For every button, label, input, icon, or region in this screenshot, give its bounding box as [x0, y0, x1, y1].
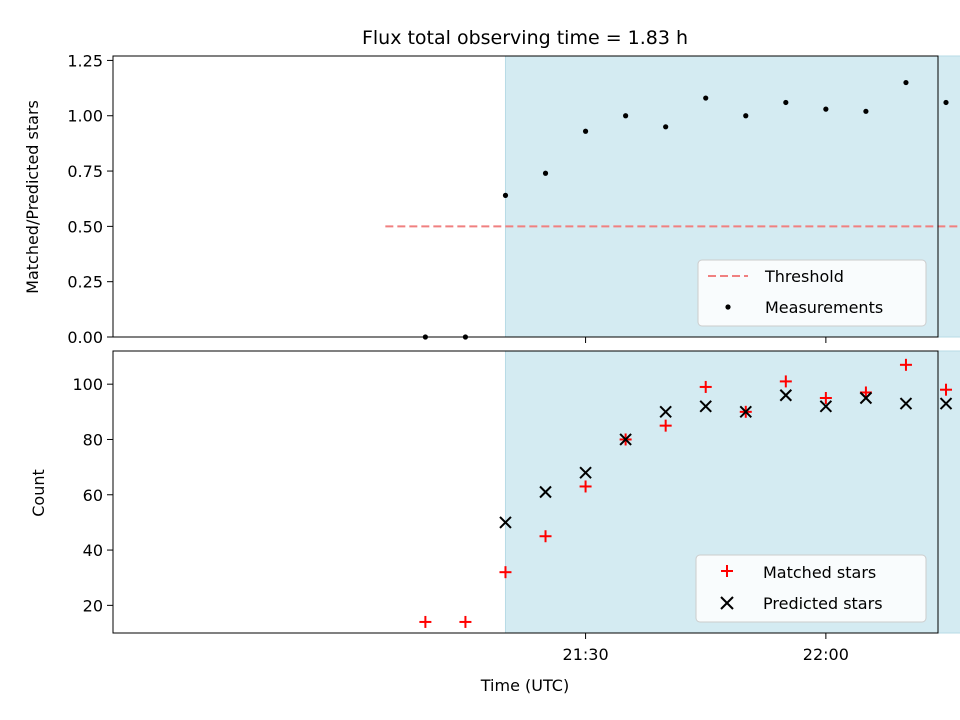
top-plot-frame [112, 55, 939, 338]
predicted-star-point [779, 389, 793, 402]
matched-star-point [940, 383, 953, 396]
predicted-star-point [699, 400, 712, 413]
matched-star-point [859, 386, 872, 399]
predicted-star-point [659, 405, 672, 419]
top-legend: Threshold Measurements [697, 259, 927, 327]
bottom-legend: Matched stars Predicted stars [695, 554, 927, 623]
measurement-point [903, 79, 909, 86]
predicted-star-point [579, 466, 592, 479]
matched-star-point [659, 419, 672, 432]
predicted-star-point [739, 405, 752, 419]
predicted-star-point [939, 397, 953, 410]
chart-title: Flux total observing time = 1.83 h [362, 27, 688, 49]
y-tick-label: 0.50 [67, 217, 103, 236]
matched-star-point [779, 375, 792, 388]
measurement-point [582, 128, 589, 134]
matched-star-point [899, 358, 912, 371]
legend-measurements-label: Measurements [765, 298, 883, 317]
matched-star-point [579, 480, 592, 493]
matched-star-point [419, 615, 432, 628]
matched-star-point [539, 530, 552, 543]
matched-star-point [819, 392, 832, 404]
predicted-star-point [899, 397, 913, 410]
y-tick-label: 1.00 [67, 107, 103, 126]
measurement-point [943, 99, 949, 106]
x-tick-label: 21:30 [563, 645, 609, 664]
y-tick-label: 20 [83, 596, 103, 615]
legend-matched-label: Matched stars [763, 563, 876, 582]
measurement-point [863, 108, 869, 114]
y-tick-label: 40 [83, 541, 103, 560]
measurement-point [663, 124, 669, 130]
measurement-point [823, 106, 829, 112]
predicted-star-point [539, 485, 552, 499]
y-tick-label: 0.00 [67, 328, 103, 347]
y-tick-label: 0.75 [67, 162, 103, 181]
predicted-star-point [859, 391, 873, 405]
y-tick-label: 80 [83, 430, 103, 449]
measurement-point [542, 170, 549, 176]
bottom-plot-frame [112, 350, 939, 634]
top-ylabel: Matched/Predicted stars [23, 100, 42, 294]
top-legend-box [697, 259, 927, 327]
measurement-point [502, 192, 509, 198]
x-axis-label: Time (UTC) [480, 676, 569, 695]
legend-measurements-swatch [725, 304, 731, 310]
y-tick-label: 1.25 [67, 51, 103, 70]
matched-star-point [499, 566, 512, 579]
predicted-star-point [619, 433, 632, 446]
y-tick-label: 100 [72, 375, 103, 394]
x-tick-label: 22:00 [803, 645, 849, 664]
matched-star-point [459, 615, 472, 628]
matched-star-point [699, 380, 712, 393]
legend-predicted-swatch [720, 596, 734, 610]
legend-predicted-label: Predicted stars [763, 594, 883, 613]
predicted-star-point [499, 516, 512, 529]
measurement-point [623, 113, 629, 119]
measurement-point [783, 99, 789, 106]
y-tick-label: 0.25 [67, 273, 103, 292]
bottom-ylabel: Count [29, 469, 48, 517]
bottom-legend-box [695, 554, 927, 623]
y-tick-label: 60 [83, 486, 103, 505]
legend-threshold-label: Threshold [764, 267, 844, 286]
legend-matched-swatch [721, 565, 733, 577]
predicted-star-point [819, 400, 833, 413]
measurement-point [743, 113, 749, 119]
measurement-point [703, 95, 709, 101]
